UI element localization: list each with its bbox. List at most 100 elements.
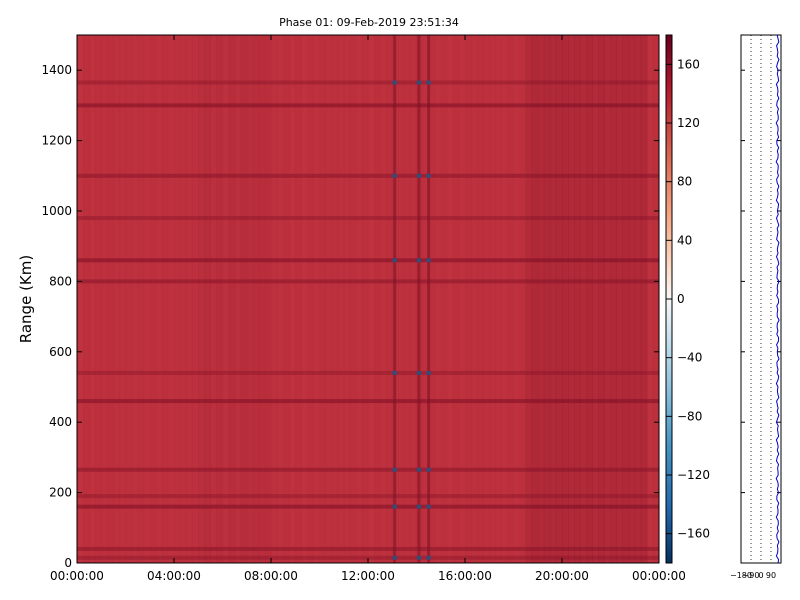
heatmap-cell-column [398,35,405,563]
heatmap-cell-column [562,35,569,563]
heatmap-cell-column [640,35,648,563]
heatmap-outlier-cell [416,370,421,375]
y-tick-label: 1000 [41,204,72,218]
colorbar: 160 120 80 40 0 −40 −80 −120 −160 [665,34,710,564]
heatmap-stripe [77,546,659,551]
heatmap-stripe [77,504,659,509]
y-axis-label: Range (Km) [17,255,35,343]
heatmap-cell-column [374,35,381,563]
heatmap-cell-column [198,35,205,563]
heatmap-cell-column [361,35,369,563]
heatmap-cell-column [549,35,557,563]
heatmap-outlier-column [427,35,431,563]
heatmap-cell-column [143,35,151,563]
heatmap-cell-column [149,35,157,563]
heatmap-cell-column [283,35,290,563]
heatmap-cell-column [337,35,345,563]
heatmap-cell-column [355,35,363,563]
heatmap-outlier-cell [426,467,431,472]
heatmap-cell-column [234,35,242,563]
heatmap-cell-column [101,35,108,563]
heatmap-cell-column [113,35,120,563]
heatmap-cell-column [277,35,284,563]
heatmap-outlier-cell [426,173,431,178]
heatmap-cell-column [380,35,387,563]
profile-x-tick-label: 0 [758,571,763,580]
heatmap-cell-column [652,35,659,563]
heatmap-cell-column [525,35,533,563]
heatmap-cell-column [77,35,84,563]
heatmap-outlier-cell [392,370,397,375]
heatmap-cell-column [368,35,375,563]
heatmap-cell-column [349,35,357,563]
x-tick-label: 08:00:00 [244,569,298,583]
heatmap-cell-column [452,35,460,563]
y-tick-label: 800 [49,274,72,288]
profile-line [775,34,780,564]
colorbar-tick-label: −120 [677,468,710,482]
heatmap-cell-column [228,35,236,563]
heatmap-outlier-cell [416,555,421,560]
heatmap-cell-column [477,35,484,563]
colorbar-tick-label: 0 [677,292,685,306]
heatmap-cell-column [501,35,508,563]
heatmap-stripe [77,216,659,221]
x-tick-label: 00:00:00 [50,569,104,583]
heatmap-cell-column [89,35,96,563]
heatmap-outlier-cell [416,504,421,509]
profile-x-tick-label: −90 [743,571,760,580]
heatmap-cell-column [174,35,181,563]
heatmap-stripe [77,103,659,108]
colorbar-tick-label: 160 [677,57,700,71]
heatmap-cell-column [458,35,466,563]
heatmap-cell-column [289,35,296,563]
heatmap-stripe [77,467,659,472]
heatmap-cell-column [192,35,199,563]
heatmap-outlier-cell [416,467,421,472]
heatmap-cell-column [95,35,102,563]
heatmap-cell-column [386,35,393,563]
heatmap-cell-column [586,35,593,563]
heatmap-cell-column [404,35,411,563]
heatmap-cell-column [434,35,442,563]
heatmap-cell-column [519,35,527,563]
chart-title: Phase 01: 09-Feb-2019 23:51:34 [279,16,459,29]
heatmap-stripe [77,370,659,375]
heatmap-cell-column [580,35,587,563]
heatmap-cell-column [246,35,254,563]
heatmap-cell-column [343,35,351,563]
heatmap-outlier-cell [416,258,421,263]
heatmap-stripe [77,279,659,284]
heatmap-cell-column [495,35,502,563]
heatmap-cell-column [428,35,436,563]
y-tick-label: 200 [49,486,72,500]
heatmap-cell-column [598,35,605,563]
y-tick-label: 1400 [41,63,72,77]
heatmap-cell-column [471,35,478,563]
heatmap-cell-column [537,35,545,563]
heatmap-cell-column [107,35,114,563]
heatmap-cell-column [167,35,175,563]
heatmap-cell-column [313,35,320,563]
heatmap-cell-column [507,35,514,563]
heatmap-outlier-column [417,35,421,563]
heatmap-cell-column [555,35,563,563]
heatmap-cell-column [186,35,193,563]
heatmap-cell-column [240,35,248,563]
heatmap-cell-column [131,35,139,563]
y-axis: 0 200 400 600 800 1000 1200 1400 [41,63,659,570]
heatmap-outlier-cell [392,467,397,472]
heatmap-outlier-cell [426,555,431,560]
heatmap-cell-column [155,35,163,563]
x-tick-label: 04:00:00 [147,569,201,583]
heatmap-cell-column [180,35,187,563]
heatmap-cell-column [543,35,551,563]
heatmap-outlier-cell [392,80,397,85]
heatmap-outlier-cell [426,258,431,263]
heatmap-cell-column [483,35,490,563]
heatmap-cell-column [295,35,302,563]
heatmap-background [77,35,659,563]
heatmap-stripe [77,399,659,404]
heatmap-cell-column [616,35,624,563]
